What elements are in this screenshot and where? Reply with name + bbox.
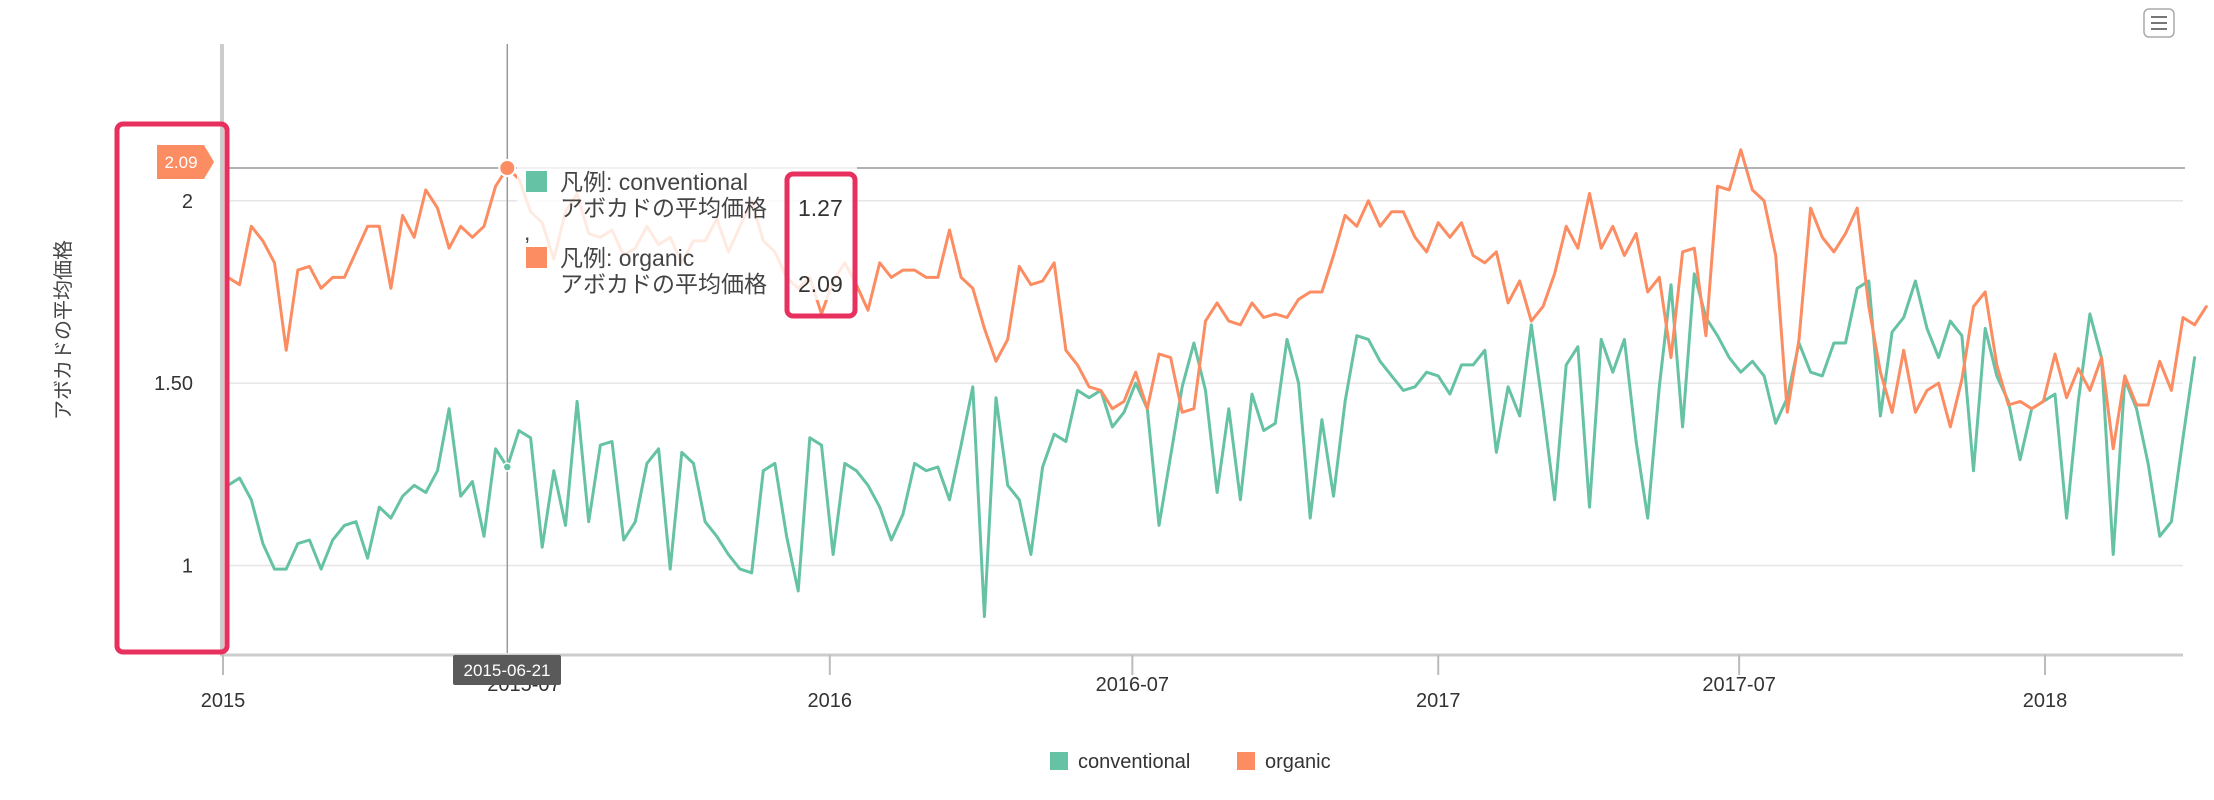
hamburger-menu-icon xyxy=(2151,16,2167,30)
tooltip-separator: , xyxy=(524,219,530,245)
x-tick-label: 2017-07 xyxy=(1702,674,1775,696)
y-axis-title: アボカドの平均価格 xyxy=(52,240,75,420)
y-tick-label: 1 xyxy=(182,555,193,577)
legend-swatch-organic xyxy=(1237,752,1255,770)
tooltip-metric-label-conventional: アボカドの平均価格 xyxy=(560,195,767,221)
tooltip-swatch-conventional xyxy=(526,171,547,192)
y-tick-label: 1.50 xyxy=(154,373,193,395)
tooltip-swatch-organic xyxy=(526,247,547,268)
tooltip-values-highlight-box xyxy=(784,171,858,319)
tooltip-value-conventional: 1.27 xyxy=(798,195,843,221)
y-axis: 1 1.50 2 xyxy=(154,44,224,653)
y-tick-label: 2 xyxy=(182,191,193,213)
legend-label-conventional: conventional xyxy=(1078,751,1190,773)
tooltip-value-organic: 2.09 xyxy=(798,271,843,297)
crosshair-y-badge: 2.09 xyxy=(157,145,214,179)
chart-menu-button[interactable] xyxy=(2143,8,2175,38)
y-axis-highlight-box xyxy=(114,121,230,655)
tooltip-metric-label-organic: アボカドの平均価格 xyxy=(560,271,767,297)
hover-point-conventional xyxy=(502,462,513,472)
legend: conventional organic xyxy=(1050,751,1331,773)
x-tick-label: 2016 xyxy=(808,690,853,712)
x-tick-label: 2017 xyxy=(1416,690,1461,712)
legend-swatch-conventional xyxy=(1050,752,1068,770)
x-tick-label: 2015 xyxy=(201,690,246,712)
crosshair-x-badge: 2015-06-21 xyxy=(453,655,561,685)
x-tick-label: 2016-07 xyxy=(1096,674,1169,696)
tooltip-series-label-organic: 凡例: organic xyxy=(560,245,694,271)
legend-item-organic[interactable]: organic xyxy=(1237,751,1331,773)
tooltip-series-label-conventional: 凡例: conventional xyxy=(560,169,748,195)
legend-item-conventional[interactable]: conventional xyxy=(1050,751,1190,773)
hover-point-organic xyxy=(498,158,517,177)
tooltip: 凡例: conventional アボカドの平均価格 1.27 , 凡例: or… xyxy=(517,160,857,300)
crosshair-x-label: 2015-06-21 xyxy=(464,661,551,680)
x-tick-label: 2018 xyxy=(2023,690,2068,712)
crosshair-y-label: 2.09 xyxy=(164,153,197,172)
legend-label-organic: organic xyxy=(1265,751,1331,773)
